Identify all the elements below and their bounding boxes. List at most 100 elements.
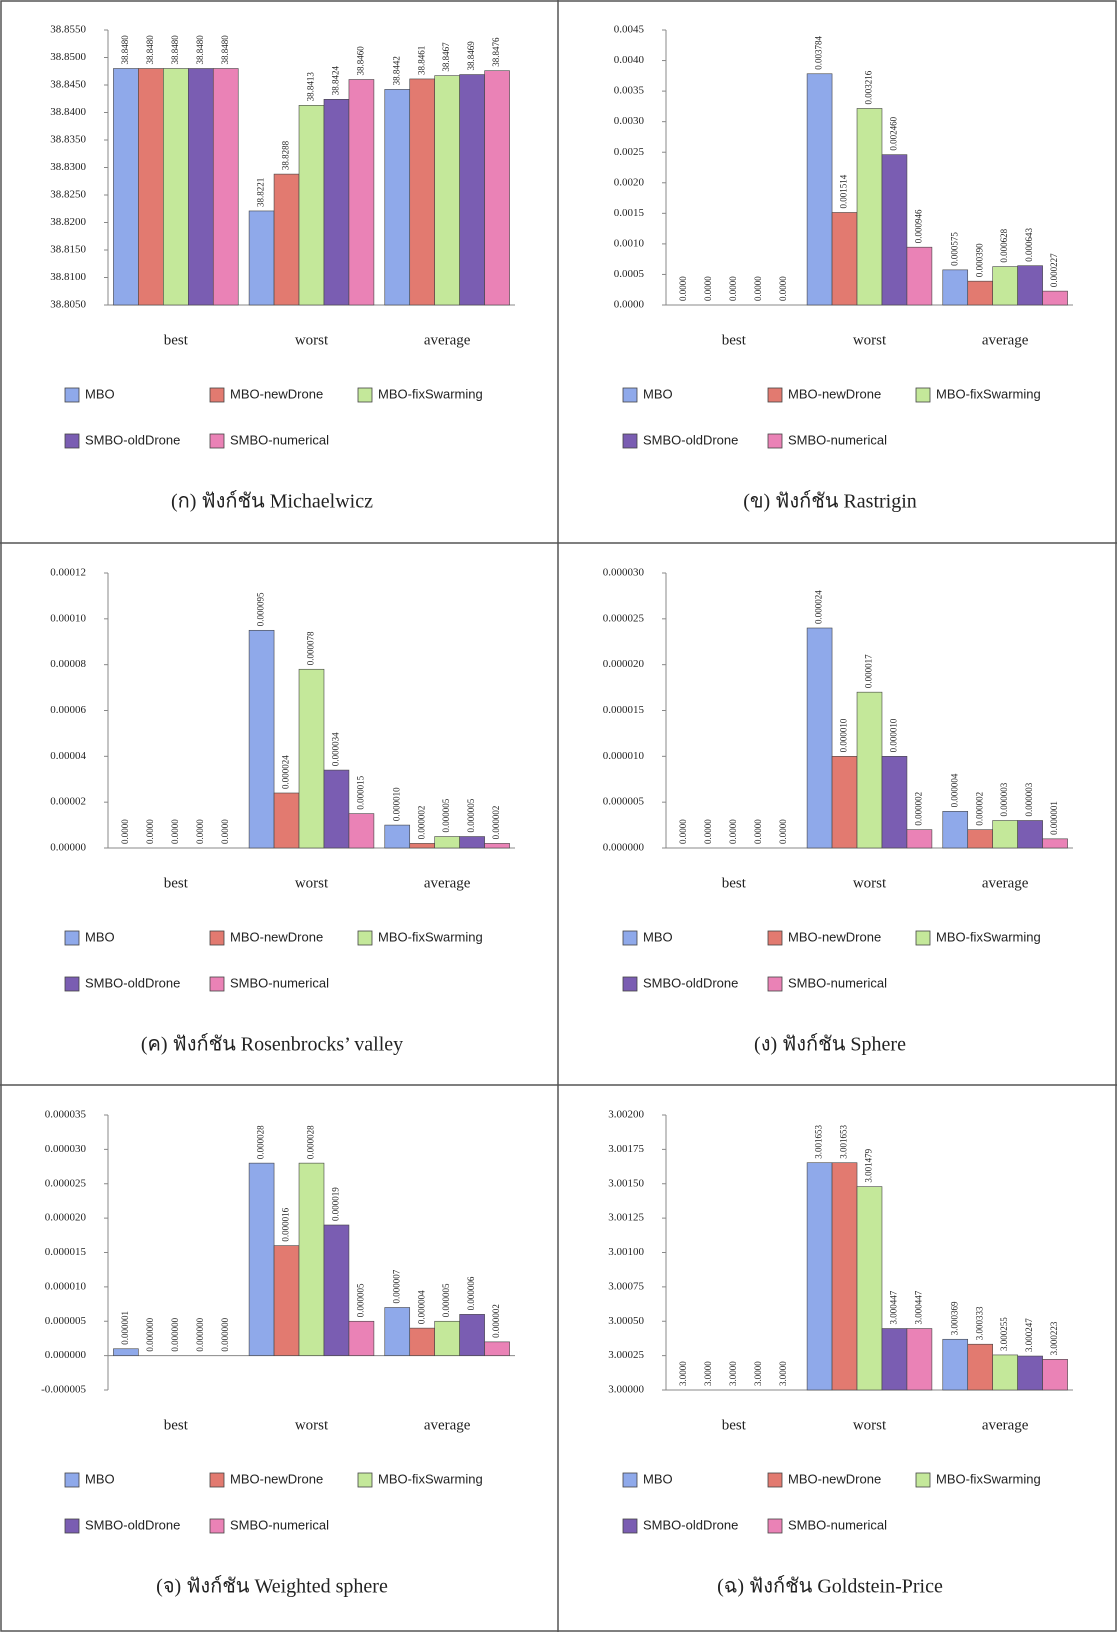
bar <box>298 668 325 849</box>
y-tick-label: 38.8150 <box>50 244 86 256</box>
bar <box>434 1320 460 1356</box>
value-label: 0.000007 <box>391 1269 401 1303</box>
legend-swatch <box>209 433 225 449</box>
value-label: 0.000000 <box>145 1317 155 1351</box>
legend-swatch <box>64 1472 80 1488</box>
y-tick-label: 38.8200 <box>50 216 86 228</box>
value-label: 0.000628 <box>999 228 1009 262</box>
bar <box>806 73 833 306</box>
y-tick-label: 38.8100 <box>50 271 86 283</box>
legend-label: MBO <box>643 1471 673 1486</box>
y-tick-label: 0.00004 <box>50 750 86 762</box>
bar <box>212 68 239 306</box>
value-label: 0.000010 <box>889 718 899 752</box>
bar <box>967 280 993 306</box>
caption: (ฉ) ฟังก์ชัน Goldstein-Price <box>717 1575 943 1598</box>
y-tick-label: 0.0035 <box>614 85 645 97</box>
bar <box>248 210 275 306</box>
bar <box>384 89 411 306</box>
value-label: 0.000001 <box>1049 801 1059 835</box>
value-label: 0.000003 <box>999 782 1009 816</box>
value-label: 0.0000 <box>170 819 180 844</box>
value-label: 3.000369 <box>949 1301 959 1335</box>
legend-swatch <box>767 1472 783 1488</box>
bar <box>273 173 300 306</box>
bar <box>273 792 300 849</box>
legend-label: MBO-fixSwarming <box>378 1471 483 1486</box>
legend-swatch <box>915 387 931 403</box>
bar <box>384 824 411 849</box>
x-tick-label: worst <box>295 1417 329 1433</box>
value-label: 38.8480 <box>195 35 205 65</box>
bar <box>323 1224 350 1356</box>
value-label: 0.000034 <box>331 732 341 766</box>
legend-swatch <box>622 976 638 992</box>
value-label: 0.000643 <box>1024 227 1034 261</box>
y-tick-label: 3.00150 <box>608 1177 644 1189</box>
bar <box>409 843 435 849</box>
value-label: 0.000024 <box>814 590 824 624</box>
value-label: 0.002460 <box>889 116 899 150</box>
value-label: 0.003216 <box>864 70 874 104</box>
legend-label: MBO-newDrone <box>788 386 881 401</box>
legend-label: SMBO-oldDrone <box>643 1517 738 1532</box>
bar <box>348 813 375 849</box>
y-tick-label: 3.00000 <box>608 1384 644 1396</box>
value-label: 3.000447 <box>913 1290 923 1324</box>
bar <box>906 1328 933 1391</box>
bar <box>138 68 164 306</box>
y-tick-label: 0.000035 <box>45 1109 87 1121</box>
legend-swatch <box>767 930 783 946</box>
value-label: 3.0000 <box>678 1361 688 1386</box>
value-label: 0.000004 <box>416 1290 426 1324</box>
bar <box>484 70 510 306</box>
caption: (ก) ฟังก์ชัน Michaelwicz <box>171 490 373 513</box>
y-tick-label: 0.0010 <box>614 237 645 249</box>
bar <box>992 266 1018 306</box>
y-tick-label: 0.000015 <box>603 704 645 716</box>
value-label: 0.000028 <box>306 1125 316 1159</box>
y-tick-label: 38.8500 <box>50 51 86 63</box>
y-tick-label: 0.0005 <box>614 268 645 280</box>
caption: (ค) ฟังก์ชัน Rosenbrocks’ valley <box>141 1033 403 1056</box>
legend-label: MBO-newDrone <box>788 929 881 944</box>
legend-label: MBO-newDrone <box>230 1471 323 1486</box>
bar <box>188 68 214 306</box>
legend-swatch <box>915 930 931 946</box>
value-label: 0.000000 <box>220 1317 230 1351</box>
bar <box>906 829 933 849</box>
y-tick-label: 38.8350 <box>50 134 86 146</box>
bar <box>1017 1355 1043 1391</box>
value-label: 38.8469 <box>466 41 476 71</box>
value-label: 0.0000 <box>678 276 688 301</box>
bar <box>967 1343 993 1391</box>
y-tick-label: 3.00050 <box>608 1315 644 1327</box>
legend-label: MBO <box>85 386 115 401</box>
caption: (ข) ฟังก์ชัน Rastrigin <box>743 490 917 513</box>
bar <box>831 756 858 849</box>
y-tick-label: 3.00100 <box>608 1246 644 1258</box>
value-label: 3.0000 <box>703 1361 713 1386</box>
value-label: 0.000010 <box>391 787 401 821</box>
legend-label: SMBO-oldDrone <box>85 432 180 447</box>
y-tick-label: 0.0045 <box>614 24 645 36</box>
legend-label: MBO <box>643 386 673 401</box>
legend-label: MBO-fixSwarming <box>936 1471 1041 1486</box>
bar <box>348 79 375 306</box>
value-label: 0.0000 <box>778 819 788 844</box>
y-tick-label: 0.000015 <box>45 1246 87 1258</box>
value-label: 0.000028 <box>256 1125 266 1159</box>
value-label: 0.000010 <box>839 718 849 752</box>
bar <box>1017 265 1043 306</box>
bar <box>459 1314 485 1356</box>
value-label: 0.000017 <box>864 654 874 688</box>
x-tick-label: best <box>722 1417 747 1433</box>
legend-label: SMBO-numerical <box>230 1517 329 1532</box>
y-tick-label: -0.000005 <box>41 1384 86 1396</box>
legend-label: SMBO-oldDrone <box>643 975 738 990</box>
value-label: 0.000016 <box>281 1207 291 1241</box>
legend-label: SMBO-numerical <box>788 1517 887 1532</box>
y-tick-label: 0.0030 <box>614 115 645 127</box>
y-tick-label: 3.00200 <box>608 1109 644 1121</box>
legend-swatch <box>622 387 638 403</box>
